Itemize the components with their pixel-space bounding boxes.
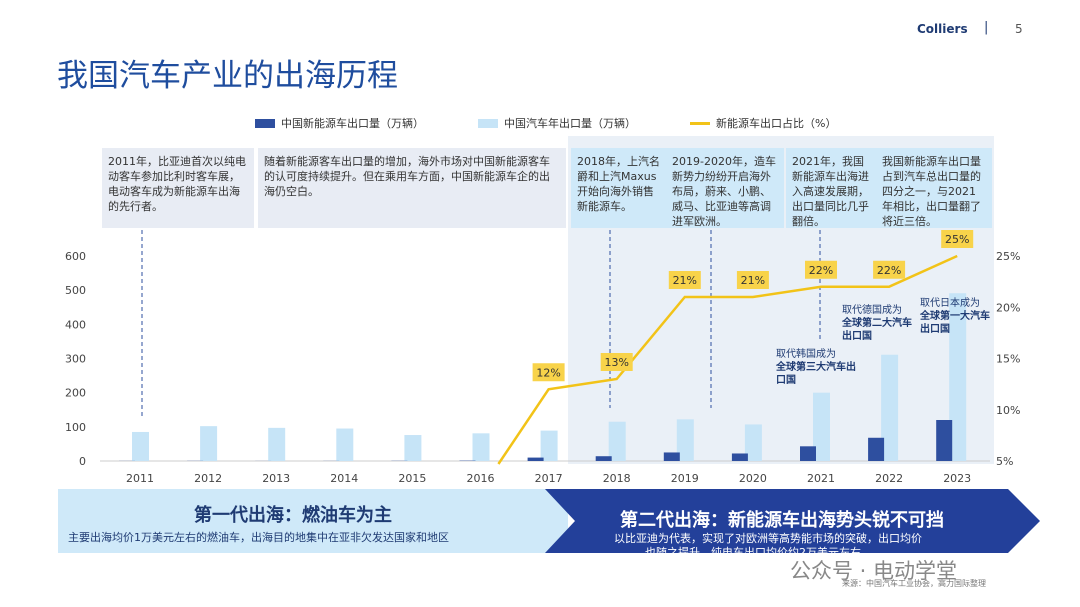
legend-swatch-total xyxy=(478,118,498,128)
bar-ev-2021 xyxy=(800,446,816,461)
ratio-label-bg-2021 xyxy=(805,260,837,279)
annotation-2023: 取代日本成为 全球第一大汽车出口国 xyxy=(920,297,994,336)
annotation-2021-pre: 取代韩国成为 xyxy=(776,349,836,360)
legend-label-ev: 中国新能源车出口量（万辆） xyxy=(281,117,424,130)
ratio-label-bg-2023 xyxy=(941,230,974,248)
note-2021: 2021年，我国新能源车出海进入高速发展期，出口量同比几乎翻倍。 xyxy=(786,148,876,228)
ratio-label-2021: 22% xyxy=(809,264,833,277)
note-2023: 我国新能源车出口量占到汽车总出口量的四分之一，与2021年相比，出口量翻了将近三… xyxy=(876,148,992,228)
x-tick-label: 2015 xyxy=(398,472,426,485)
ratio-label-2022: 22% xyxy=(877,264,901,277)
bar-ev-2022 xyxy=(868,437,885,461)
x-tick-label: 2018 xyxy=(603,472,631,485)
annotation-2021: 取代韩国成为 全球第三大汽车出口国 xyxy=(776,348,862,387)
ratio-label-bg-2018 xyxy=(600,353,633,371)
bar-total-2019 xyxy=(676,419,694,461)
ratio-label-2020: 21% xyxy=(741,274,765,287)
bar-total-2020 xyxy=(744,424,762,461)
bar-total-2014 xyxy=(336,428,354,461)
legend-swatch-ev xyxy=(255,118,275,128)
annotation-2022: 取代德国成为 全球第二大汽车出口国 xyxy=(842,304,918,343)
bar-total-2017 xyxy=(540,430,558,461)
bar-ev-2017 xyxy=(527,457,544,461)
annotation-2022-bold: 全球第二大汽车出口国 xyxy=(842,318,912,342)
bar-total-2018 xyxy=(608,421,626,461)
y-tick-label: 200 xyxy=(65,387,86,400)
y-tick-label: 400 xyxy=(65,318,86,331)
source-note: 来源：中国汽车工业协会，高力国际整理 xyxy=(842,579,986,588)
bar-total-2022 xyxy=(881,354,899,461)
y2-tick-label: 20% xyxy=(996,301,1020,314)
gen1-desc: 主要出海均价1万美元左右的燃油车，出海目的地集中在亚非欠发达国家和地区 xyxy=(68,531,449,544)
gen2-desc-line2: 也随之提升，纯电车出口均价约2万美元左右 xyxy=(645,546,861,559)
y2-tick-label: 25% xyxy=(996,250,1020,263)
legend-item-total-export: 中国汽车年出口量（万辆） xyxy=(478,115,636,131)
y2-tick-label: 10% xyxy=(996,404,1020,417)
x-tick-label: 2022 xyxy=(875,472,903,485)
gen2-title: 第二代出海：新能源车出海势头锐不可挡 xyxy=(620,510,944,531)
ratio-label-2018: 13% xyxy=(604,356,628,369)
ratio-label-bg-2017 xyxy=(532,363,565,382)
y-tick-label: 100 xyxy=(65,421,86,434)
legend-swatch-ratio xyxy=(690,121,710,125)
annotation-2022-pre: 取代德国成为 xyxy=(842,305,902,316)
ratio-label-2023: 25% xyxy=(945,233,969,246)
x-tick-label: 2011 xyxy=(126,472,154,485)
y-tick-label: 600 xyxy=(65,250,86,263)
y2-tick-label: 15% xyxy=(996,353,1020,366)
bar-total-2016 xyxy=(472,433,490,461)
ratio-label-2019: 21% xyxy=(673,274,697,287)
ratio-line xyxy=(497,254,958,465)
bar-ev-2020 xyxy=(731,453,748,461)
page-number: 5 xyxy=(1015,22,1023,36)
x-tick-label: 2016 xyxy=(467,472,495,485)
x-tick-label: 2019 xyxy=(671,472,699,485)
bar-total-2013 xyxy=(268,427,286,461)
y-tick-label: 300 xyxy=(65,353,86,366)
bar-total-2023 xyxy=(949,293,967,461)
ratio-label-bg-2020 xyxy=(736,271,769,289)
note-2011: 2011年，比亚迪首次以纯电动客车参加比利时客车展，电动客车成为新能源车出海的先… xyxy=(102,148,254,228)
bar-total-2011 xyxy=(132,431,149,461)
note-2018: 2018年，上汽名爵和上汽Maxus开始向海外销售新能源车。 xyxy=(571,148,666,228)
bar-total-2021 xyxy=(813,392,830,461)
x-tick-label: 2020 xyxy=(739,472,767,485)
gen2-desc-line1: 以比亚迪为代表，实现了对欧洲等高势能市场的突破，出口均价 xyxy=(614,532,922,545)
note-2019-2020: 2019-2020年，造车新势力纷纷开启海外布局，蔚来、小鹏、威马、比亚迪等高调… xyxy=(666,148,784,228)
ratio-label-bg-2022 xyxy=(873,260,906,279)
x-tick-label: 2012 xyxy=(194,472,222,485)
x-tick-label: 2021 xyxy=(807,472,835,485)
annotation-2023-pre: 取代日本成为 xyxy=(920,298,980,309)
legend-item-ev-export: 中国新能源车出口量（万辆） xyxy=(255,115,424,131)
bar-ev-2019 xyxy=(663,452,680,461)
gen1-banner: 第一代出海：燃油车为主 主要出海均价1万美元左右的燃油车，出海目的地集中在亚非欠… xyxy=(58,489,568,553)
y-tick-label: 500 xyxy=(65,284,86,297)
watermark-text: 公众号 · 电动学堂 xyxy=(790,559,958,583)
page-title: 我国汽车产业的出海历程 xyxy=(57,58,398,94)
x-tick-label: 2017 xyxy=(535,472,563,485)
x-tick-label: 2023 xyxy=(943,472,971,485)
brand-logo-text: Colliers xyxy=(917,22,968,36)
y-tick-label: 0 xyxy=(79,455,86,468)
legend-label-ratio: 新能源车出口占比（%） xyxy=(716,117,837,130)
gen2-arrow-shape xyxy=(545,489,1040,553)
x-tick-label: 2013 xyxy=(262,472,290,485)
bar-total-2012 xyxy=(200,426,218,461)
note-2012-2016: 随着新能源客车出口量的增加，海外市场对中国新能源客车的认可度持续提升。但在乘用车… xyxy=(258,148,566,228)
bar-ev-2018 xyxy=(595,456,612,461)
gen1-title: 第一代出海：燃油车为主 xyxy=(194,505,392,526)
ratio-label-bg-2019 xyxy=(668,271,701,289)
legend-label-total: 中国汽车年出口量（万辆） xyxy=(504,117,636,130)
legend-item-ratio: 新能源车出口占比（%） xyxy=(690,115,836,131)
annotation-2023-bold: 全球第一大汽车出口国 xyxy=(920,311,990,335)
annotation-2021-bold: 全球第三大汽车出口国 xyxy=(776,362,856,386)
x-tick-label: 2014 xyxy=(330,472,358,485)
bar-total-2015 xyxy=(404,435,422,461)
y2-tick-label: 5% xyxy=(996,455,1013,468)
bar-ev-2023 xyxy=(936,420,953,461)
header-separator: | xyxy=(984,20,989,35)
ratio-label-2017: 12% xyxy=(536,366,560,379)
